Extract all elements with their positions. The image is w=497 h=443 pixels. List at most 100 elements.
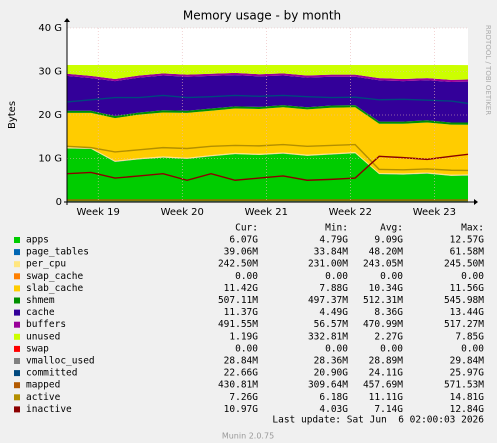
legend-swatch bbox=[14, 406, 20, 413]
footer: Munin 2.0.75 bbox=[222, 432, 274, 441]
legend-value: 6.07G bbox=[229, 235, 258, 246]
legend-label: slab_cache bbox=[26, 283, 83, 294]
legend-value: 497.37M bbox=[308, 295, 348, 306]
legend-label: buffers bbox=[26, 319, 66, 330]
legend-swatch bbox=[14, 297, 20, 304]
legend-value: 28.84M bbox=[224, 356, 259, 367]
legend-swatch bbox=[14, 237, 20, 243]
legend-value: 11.37G bbox=[224, 307, 259, 318]
legend-swatch bbox=[14, 321, 20, 328]
legend-value: 0.00 bbox=[325, 343, 348, 354]
legend-value: 33.84M bbox=[314, 247, 349, 258]
legend-value: 28.36M bbox=[314, 356, 349, 367]
legend-value: 517.27M bbox=[444, 319, 484, 330]
legend-label: shmem bbox=[26, 295, 55, 306]
legend-value: 20.90G bbox=[314, 368, 349, 379]
legend-value: 7.88G bbox=[319, 283, 348, 294]
legend-value: 14.81G bbox=[450, 392, 485, 403]
x-tick-label: Week 23 bbox=[413, 207, 456, 218]
legend-value: 545.98M bbox=[444, 295, 484, 306]
legend-label: committed bbox=[26, 368, 77, 379]
y-tick-label: 20 G bbox=[38, 110, 62, 121]
legend-value: 231.00M bbox=[308, 259, 348, 270]
area bbox=[67, 147, 468, 176]
legend-swatch bbox=[14, 394, 20, 401]
legend-value: 28.89M bbox=[369, 356, 404, 367]
legend-value: 13.44G bbox=[450, 307, 485, 318]
legend-value: 22.66G bbox=[224, 368, 259, 379]
legend-value: 245.50M bbox=[444, 259, 484, 270]
legend-value: 242.50M bbox=[218, 259, 258, 270]
legend-swatch bbox=[14, 249, 20, 256]
x-tick-label: Week 21 bbox=[245, 207, 288, 218]
legend-value: 4.03G bbox=[319, 404, 348, 415]
legend-value: 4.49G bbox=[319, 307, 348, 318]
legend-value: 9.09G bbox=[374, 235, 403, 246]
legend-value: 11.42G bbox=[224, 283, 259, 294]
legend-value: 25.97G bbox=[450, 368, 485, 379]
legend-value: 11.11G bbox=[369, 392, 404, 403]
legend-label: vmalloc_used bbox=[26, 356, 95, 367]
legend-swatch bbox=[14, 345, 20, 352]
legend-header: Cur: bbox=[235, 223, 258, 234]
legend-value: 243.05M bbox=[363, 259, 403, 270]
legend-value: 24.11G bbox=[369, 368, 404, 379]
legend-value: 8.36G bbox=[374, 307, 403, 318]
legend-value: 0.00 bbox=[380, 271, 403, 282]
legend-value: 0.00 bbox=[380, 343, 403, 354]
legend-label: page_tables bbox=[26, 247, 89, 258]
area bbox=[67, 148, 468, 202]
y-axis-arrow bbox=[64, 18, 70, 22]
legend-swatch bbox=[14, 273, 20, 280]
legend-label: cache bbox=[26, 307, 55, 318]
chart-title: Memory usage - by month bbox=[183, 9, 341, 23]
area bbox=[67, 75, 468, 123]
y-tick-label: 40 G bbox=[38, 23, 62, 34]
legend-swatch bbox=[14, 358, 20, 364]
legend-swatch bbox=[14, 261, 20, 268]
legend-value: 507.11M bbox=[218, 295, 258, 306]
legend-value: 12.57G bbox=[450, 235, 485, 246]
legend-value: 332.81M bbox=[308, 331, 348, 342]
legend-value: 10.97G bbox=[224, 404, 259, 415]
legend-value: 2.27G bbox=[374, 331, 403, 342]
legend-label: inactive bbox=[26, 404, 72, 415]
legend-label: swap_cache bbox=[26, 271, 83, 282]
legend-label: unused bbox=[26, 331, 60, 342]
y-tick-label: 10 G bbox=[38, 154, 62, 165]
legend-label: mapped bbox=[26, 380, 60, 391]
legend-header: Avg: bbox=[380, 223, 403, 234]
legend-value: 512.31M bbox=[363, 295, 403, 306]
legend-value: 470.99M bbox=[363, 319, 403, 330]
legend-value: 0.00 bbox=[235, 271, 258, 282]
legend-value: 7.14G bbox=[374, 404, 403, 415]
line bbox=[66, 153, 469, 181]
y-axis-label: Bytes bbox=[7, 101, 18, 129]
legend-value: 491.55M bbox=[218, 319, 258, 330]
legend-value: 457.69M bbox=[363, 380, 403, 391]
y-tick-label: 30 G bbox=[38, 67, 62, 78]
legend-value: 1.19G bbox=[229, 331, 258, 342]
legend-swatch bbox=[14, 370, 20, 377]
legend-value: 0.00 bbox=[325, 271, 348, 282]
legend-value: 10.34G bbox=[369, 283, 404, 294]
legend-value: 0.00 bbox=[235, 343, 258, 354]
x-tick-label: Week 19 bbox=[77, 207, 120, 218]
legend-label: swap bbox=[26, 343, 49, 354]
watermark: RRDTOOL / TOBI OETIKER bbox=[484, 25, 492, 115]
legend-value: 309.64M bbox=[308, 380, 348, 391]
legend-value: 6.18G bbox=[319, 392, 348, 403]
x-tick-label: Week 22 bbox=[329, 207, 372, 218]
legend-value: 571.53M bbox=[444, 380, 484, 391]
legend-value: 7.85G bbox=[455, 331, 484, 342]
legend-value: 39.06M bbox=[224, 247, 259, 258]
legend-value: 7.26G bbox=[229, 392, 258, 403]
legend-value: 12.84G bbox=[450, 404, 485, 415]
legend-label: active bbox=[26, 392, 61, 403]
legend-swatch bbox=[14, 285, 20, 292]
line bbox=[66, 143, 469, 172]
x-axis-arrow bbox=[474, 199, 478, 205]
legend-value: 0.00 bbox=[461, 271, 484, 282]
legend-value: 48.20M bbox=[369, 247, 404, 258]
